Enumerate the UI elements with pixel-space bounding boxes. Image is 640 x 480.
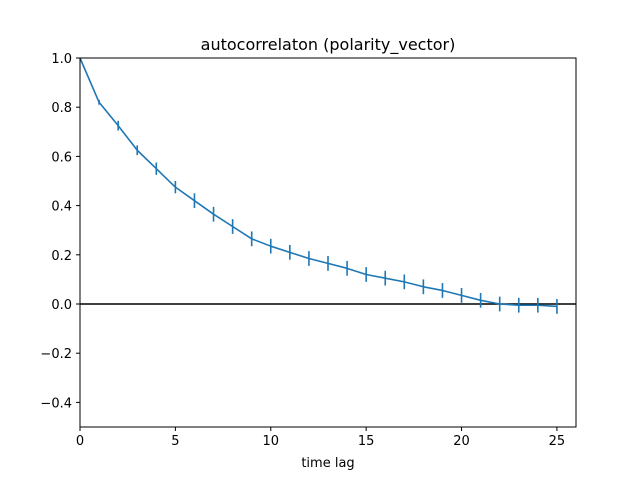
y-tick-label: 0.4 xyxy=(51,200,72,215)
plot-area xyxy=(79,57,576,314)
x-tick-label: 15 xyxy=(358,434,375,449)
x-axis: 0 5 10 15 20 25 xyxy=(76,427,565,449)
axes-frame xyxy=(79,57,577,428)
x-tick-label: 25 xyxy=(549,434,566,449)
x-tick-label: 0 xyxy=(76,434,84,449)
y-tick-label: 1.0 xyxy=(51,52,72,67)
y-tick-label: 0.0 xyxy=(51,298,72,313)
y-tick-label: −0.2 xyxy=(40,347,72,362)
x-tick-label: 5 xyxy=(171,434,179,449)
y-tick-label: 0.6 xyxy=(51,150,72,165)
y-tick-label: 0.2 xyxy=(51,249,72,264)
y-tick-label: 0.8 xyxy=(51,101,72,116)
chart-title: autocorrelaton (polarity_vector) xyxy=(201,35,456,55)
y-axis: −0.4 −0.2 0.0 0.2 0.4 0.6 0.8 1.0 xyxy=(40,52,80,411)
x-tick-label: 20 xyxy=(453,434,470,449)
series-line xyxy=(79,57,557,308)
y-tick-label: −0.4 xyxy=(40,396,72,411)
x-axis-label: time lag xyxy=(301,456,354,471)
x-tick-label: 10 xyxy=(262,434,279,449)
